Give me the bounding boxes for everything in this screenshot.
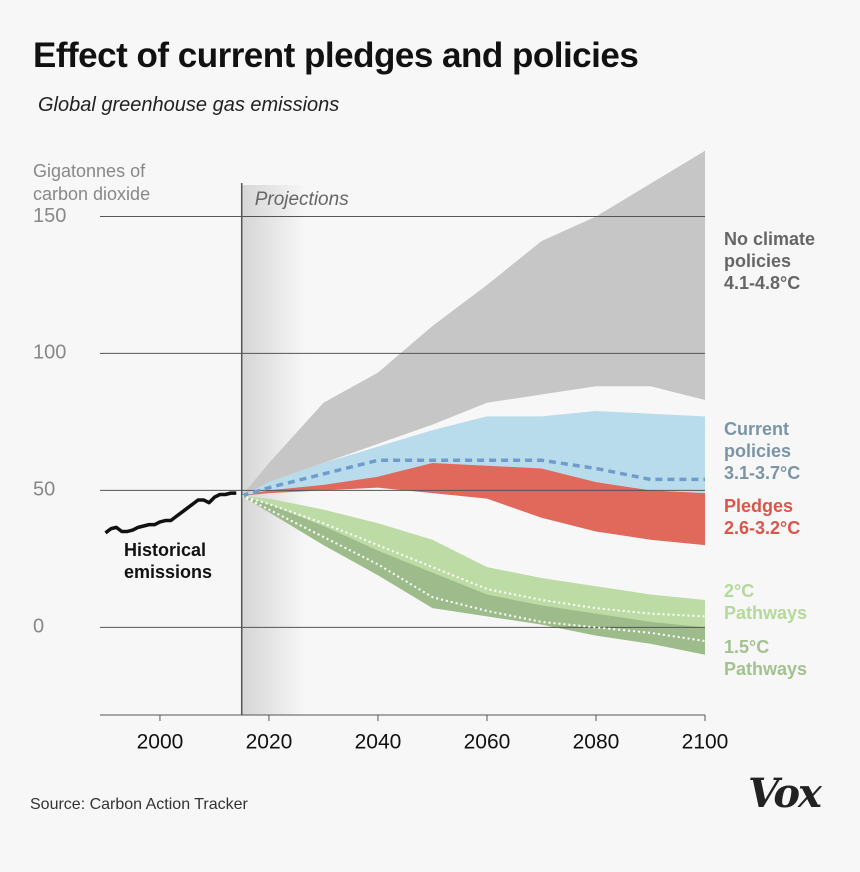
y-tick-label: 50 [33,479,55,501]
chart-title: Effect of current pledges and policies [33,36,639,75]
median-line [241,494,706,618]
x-tick-label: 2100 [682,731,729,754]
annotation: Projections [255,189,349,210]
median-line [241,458,705,498]
series-label: 2°C Pathways [724,581,808,623]
x-tick-label: 2060 [464,731,511,754]
band [241,410,705,496]
series-label: No climate policies 4.1-4.8°C [724,229,816,293]
x-tick-label: 2040 [355,731,402,754]
x-tick-label: 2000 [137,731,184,754]
series-label: 1.5°C Pathways [724,637,808,679]
chart-subtitle: Global greenhouse gas emissions [38,94,340,116]
source: Source: Carbon Action Tracker [30,796,248,813]
band [241,495,705,655]
historical-line [104,491,237,535]
series-label: Pledges 2.6-3.2°C [724,496,801,538]
y-tick-label: 0 [33,616,44,638]
y-axis-label: Gigatonnes of carbon dioxide [33,161,151,204]
series-label: Historical emissions [124,540,213,582]
band [241,495,705,628]
y-tick-label: 150 [33,205,66,227]
band [241,463,705,546]
median-line [241,494,706,643]
series-label: Current policies 3.1-3.7°C [724,419,801,483]
x-tick-label: 2020 [246,731,293,754]
x-tick-label: 2080 [573,731,620,754]
brand-logo: Vox [748,770,822,817]
y-tick-label: 100 [33,342,66,364]
band [241,150,705,496]
